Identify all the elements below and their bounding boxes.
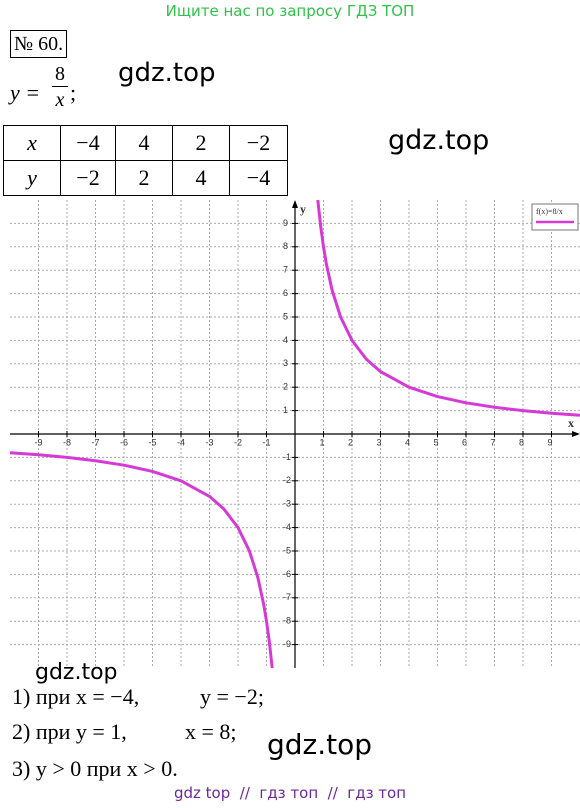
x-tick-label: -6 <box>120 437 128 447</box>
x-tick-label: -5 <box>149 437 157 447</box>
cell: 2 <box>172 125 230 161</box>
y-axis-arrow <box>292 200 298 208</box>
y-tick-label: 5 <box>283 311 288 321</box>
x-tick-label: -9 <box>35 437 43 447</box>
y-tick-label: 2 <box>283 382 288 392</box>
y-tick-label: 6 <box>283 288 288 298</box>
x-tick-label: 9 <box>548 437 553 447</box>
y-tick-label: 4 <box>283 335 288 345</box>
y-tick-label: -9 <box>283 639 291 649</box>
answer: x = 8; <box>185 719 237 744</box>
x-tick-label: -8 <box>63 437 71 447</box>
legend-box <box>531 203 579 231</box>
formula-denominator: x <box>55 89 65 111</box>
watermark: gdz.top <box>267 728 373 761</box>
x-tick-label: -7 <box>92 437 100 447</box>
cell: y <box>3 160 61 196</box>
x-tick-label: 1 <box>320 437 325 447</box>
value-table: x −4 4 2 −2 y −2 2 4 −4 <box>3 125 288 196</box>
y-tick-label: 7 <box>283 265 288 275</box>
x-axis-label: x <box>568 416 574 430</box>
cell: −4 <box>60 125 116 161</box>
x-tick-label: -3 <box>206 437 214 447</box>
y-tick-label: 1 <box>283 405 288 415</box>
y-tick-label: -4 <box>283 522 291 532</box>
y-tick-label: -1 <box>283 452 291 462</box>
x-tick-label: 4 <box>405 437 410 447</box>
cell: x <box>3 125 61 161</box>
answer: 3) y > 0 при x > 0. <box>12 756 178 781</box>
y-tick-label: -5 <box>283 545 291 555</box>
formula-end: ; <box>70 80 77 105</box>
y-tick-label: 9 <box>283 218 288 228</box>
watermark: gdz.top <box>388 125 490 156</box>
y-tick-label: 3 <box>283 358 288 368</box>
x-tick-label: 6 <box>462 437 467 447</box>
x-tick-label: -1 <box>263 437 271 447</box>
x-tick-label: 3 <box>377 437 382 447</box>
x-axis-arrow <box>572 431 580 437</box>
x-tick-label: 5 <box>434 437 439 447</box>
legend-label: f(x)=8/x <box>536 207 563 216</box>
x-tick-label: 2 <box>348 437 353 447</box>
y-tick-label: -7 <box>283 592 291 602</box>
watermark: gdz.top <box>35 660 118 685</box>
y-axis-label: y <box>300 202 306 216</box>
header: Ищите нас по запросу ГДЗ ТОП <box>165 2 415 20</box>
answer: y = −2; <box>200 684 264 709</box>
cell: −4 <box>229 160 288 196</box>
y-tick-label: -2 <box>283 475 291 485</box>
answer: 2) при y = 1, <box>12 719 127 744</box>
y-tick-label: -3 <box>283 499 291 509</box>
formula-numerator: 8 <box>52 62 68 87</box>
footer: gdz top // гдз топ // гдз топ <box>173 784 407 802</box>
cell: −2 <box>60 160 116 196</box>
y-tick-label: 8 <box>283 241 288 251</box>
x-tick-label: 8 <box>519 437 524 447</box>
y-tick-label: -8 <box>283 616 291 626</box>
cell: −2 <box>229 125 288 161</box>
x-tick-label: 7 <box>491 437 496 447</box>
x-tick-label: -4 <box>177 437 185 447</box>
curve <box>10 200 580 668</box>
problem-number: № 60. <box>10 30 68 58</box>
formula-lhs: y = <box>10 80 41 105</box>
cell: 4 <box>172 160 230 196</box>
answer: 1) при x = −4, <box>12 684 140 709</box>
watermark: gdz.top <box>118 58 216 88</box>
y-tick-label: -6 <box>283 569 291 579</box>
x-tick-label: -2 <box>234 437 242 447</box>
